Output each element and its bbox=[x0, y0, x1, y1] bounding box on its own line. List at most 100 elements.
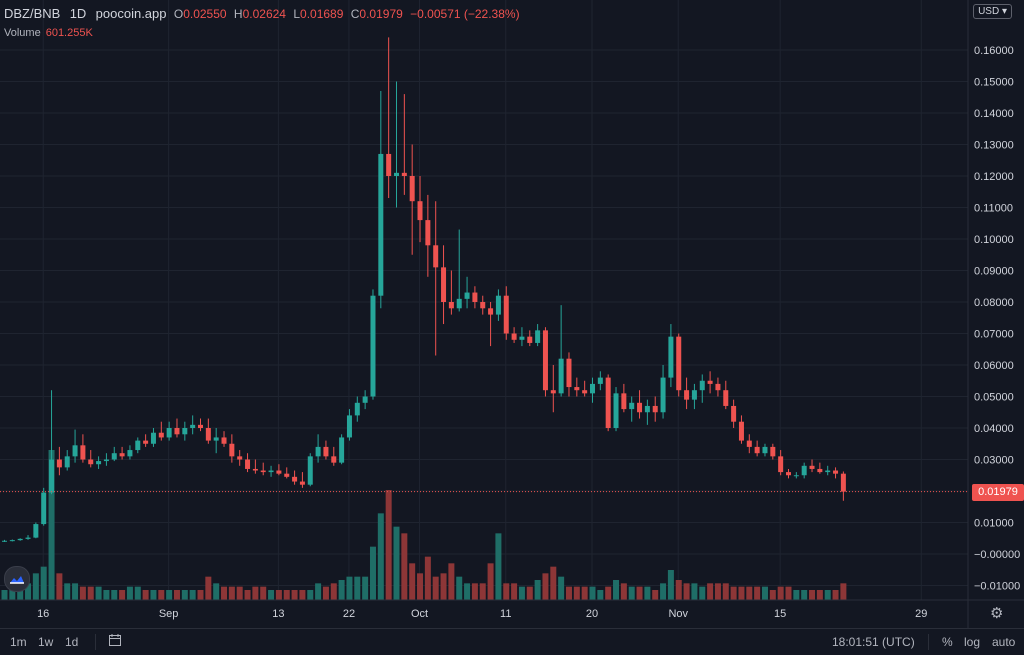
price-tick-label: 0.03000 bbox=[974, 455, 1014, 467]
volume-bar bbox=[761, 586, 768, 600]
tradingview-cloud-icon[interactable] bbox=[4, 566, 30, 592]
volume-bar bbox=[769, 590, 776, 600]
volume-bar bbox=[48, 450, 55, 600]
volume-bar bbox=[252, 586, 259, 600]
candle-body bbox=[245, 459, 251, 469]
price-tick-label: 0.13000 bbox=[974, 140, 1014, 152]
candle-body bbox=[425, 220, 431, 246]
candle-body bbox=[103, 459, 109, 462]
candle-body bbox=[339, 437, 345, 463]
toolbar-divider bbox=[928, 634, 929, 650]
gear-icon[interactable]: ⚙ bbox=[990, 605, 1004, 622]
candle-body bbox=[833, 470, 839, 474]
close-value: 0.01979 bbox=[359, 7, 403, 21]
candle-body bbox=[778, 456, 784, 473]
volume-bar bbox=[793, 590, 800, 600]
volume-bar bbox=[205, 576, 212, 600]
volume-bar bbox=[534, 580, 541, 600]
utc-clock[interactable]: 18:01:51 (UTC) bbox=[832, 635, 915, 649]
price-tick-label: 0.05000 bbox=[974, 392, 1014, 404]
candle-body bbox=[542, 330, 548, 391]
candle-body bbox=[472, 292, 478, 302]
volume-bar bbox=[824, 590, 831, 600]
candle-body bbox=[190, 424, 196, 428]
volume-bar bbox=[56, 573, 63, 600]
high-label: H bbox=[233, 7, 243, 21]
currency-button[interactable]: USD ▾ bbox=[973, 4, 1012, 19]
candle-body bbox=[629, 402, 635, 410]
volume-bar bbox=[809, 590, 816, 600]
change-value: −0.00571 (−22.38%) bbox=[410, 7, 520, 21]
volume-bar bbox=[832, 590, 839, 600]
volume-bar bbox=[393, 526, 400, 600]
candle-body bbox=[637, 402, 643, 413]
candle-body bbox=[715, 383, 721, 391]
percent-scale-button[interactable]: % bbox=[942, 635, 953, 649]
volume-bar bbox=[440, 573, 447, 600]
candle-body bbox=[9, 540, 15, 542]
candle-body bbox=[644, 405, 650, 413]
candle-body bbox=[143, 440, 149, 444]
volume-bar bbox=[754, 586, 761, 600]
symbol-legend: DBZ/BNB 1D poocoin.app O0.02550 H0.02624… bbox=[4, 6, 524, 21]
volume-bar bbox=[424, 556, 431, 600]
last-price-tag: 0.01979 bbox=[972, 484, 1024, 501]
date-range-icon[interactable] bbox=[108, 633, 122, 650]
candle-body bbox=[511, 333, 517, 340]
candle-body bbox=[613, 393, 619, 428]
candle-body bbox=[119, 453, 125, 457]
price-chart[interactable]: 0.16000 0.15000 0.14000 0.13000 0.12000 0.110… bbox=[0, 0, 1024, 628]
volume-bar bbox=[103, 590, 110, 600]
candle-body bbox=[464, 292, 470, 299]
interval-1w-button[interactable]: 1w bbox=[38, 635, 54, 649]
candle-body bbox=[550, 390, 556, 394]
candle-body bbox=[731, 405, 737, 422]
volume-bar bbox=[550, 566, 557, 600]
candle-body bbox=[558, 358, 564, 394]
candle-body bbox=[88, 459, 94, 465]
auto-scale-button[interactable]: auto bbox=[992, 635, 1016, 649]
candle-body bbox=[386, 153, 392, 176]
volume-bar bbox=[526, 586, 533, 600]
volume-bar bbox=[244, 590, 251, 600]
volume-label: Volume bbox=[4, 27, 41, 39]
interval-1m-button[interactable]: 1m bbox=[10, 635, 27, 649]
candle-body bbox=[409, 176, 415, 202]
time-tick-label: 16 bbox=[37, 608, 49, 620]
candle-body bbox=[754, 446, 760, 454]
candle-body bbox=[809, 465, 815, 469]
volume-bar bbox=[142, 590, 149, 600]
price-tick-label: 0.14000 bbox=[974, 108, 1014, 120]
candle-body bbox=[166, 428, 172, 438]
candle-body bbox=[284, 473, 290, 477]
candle-body bbox=[495, 295, 501, 315]
candle-body bbox=[2, 540, 7, 542]
volume-bar bbox=[315, 583, 322, 600]
candle-body bbox=[676, 336, 682, 391]
candle-body bbox=[292, 476, 298, 482]
volume-bar bbox=[652, 590, 659, 600]
volume-bar bbox=[354, 576, 361, 600]
log-scale-button[interactable]: log bbox=[964, 635, 981, 649]
volume-bar bbox=[79, 586, 86, 600]
candle-body bbox=[597, 377, 603, 384]
candle-body bbox=[582, 390, 588, 394]
price-tick-label: 0.06000 bbox=[974, 360, 1014, 372]
symbol-name[interactable]: DBZ/BNB bbox=[4, 6, 61, 21]
chevron-down-icon: ▾ bbox=[1001, 6, 1007, 17]
volume-bar bbox=[346, 576, 353, 600]
interval-1d-button[interactable]: 1d bbox=[65, 635, 79, 649]
volume-bar bbox=[283, 590, 290, 600]
candle-body bbox=[362, 396, 368, 403]
volume-bar bbox=[221, 586, 228, 600]
low-label: L bbox=[293, 7, 301, 21]
candle-body bbox=[605, 377, 611, 428]
volume-bar bbox=[25, 583, 32, 600]
volume-value: 601.255K bbox=[45, 27, 93, 39]
volume-bar bbox=[503, 583, 510, 600]
time-tick-label: 29 bbox=[915, 608, 927, 620]
candle-body bbox=[738, 421, 744, 441]
volume-bar bbox=[72, 583, 79, 600]
candle-body bbox=[252, 468, 258, 471]
volume-bar bbox=[558, 576, 565, 600]
